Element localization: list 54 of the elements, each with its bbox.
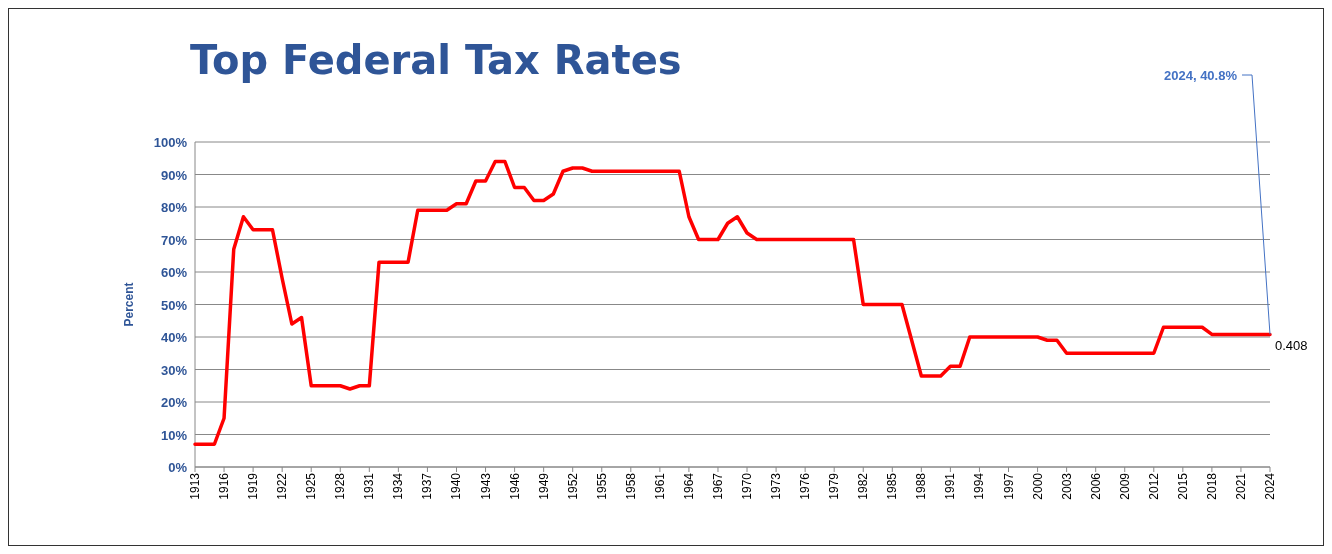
x-tick-label: 1919 (246, 472, 261, 500)
x-tick-label: 1964 (681, 472, 696, 500)
x-tick-label: 1952 (565, 472, 580, 500)
y-tick-label: 40% (160, 330, 188, 345)
x-tick-label: 1967 (710, 472, 725, 500)
x-tick-label: 1913 (188, 472, 202, 500)
x-tick-label: 1970 (740, 472, 755, 500)
x-tick-label: 1931 (362, 472, 377, 500)
y-tick-label: 20% (160, 395, 188, 410)
x-tick-label: 1955 (594, 472, 609, 500)
annotation: 2024, 40.8% (1163, 68, 1238, 83)
x-tick-label: 1940 (449, 472, 464, 500)
x-tick-label: 1934 (391, 472, 406, 500)
y-tick-label: 50% (160, 297, 188, 313)
y-tick-label: 10% (160, 427, 188, 443)
x-tick-label: 1985 (885, 472, 900, 500)
x-tick-label: 1976 (798, 472, 813, 500)
x-tick-label: 1928 (333, 472, 348, 500)
x-tick-label: 1943 (478, 472, 493, 500)
y-tick-label: 0% (168, 460, 188, 475)
x-tick-label: 1916 (217, 472, 232, 500)
x-tick-label: 1973 (769, 472, 784, 500)
y-tick-label: 70% (160, 232, 188, 248)
y-tick-label: 90% (160, 167, 188, 183)
x-tick-label: 1961 (652, 472, 667, 500)
y-axis-title: Percent (122, 282, 136, 327)
x-tick-label: 1979 (827, 472, 842, 500)
x-tick-label: 2021 (1233, 472, 1248, 500)
chart-title: Top Federal Tax Rates (190, 37, 682, 83)
x-tick-label: 1982 (856, 472, 871, 500)
x-tick-label: 1988 (914, 472, 929, 500)
x-tick-label: 1922 (275, 472, 290, 500)
x-tick-label: 1994 (972, 472, 987, 500)
x-tick-label: 1946 (507, 472, 522, 500)
x-tick-label: 2024 (1263, 472, 1277, 500)
x-tick-label: 2015 (1175, 472, 1190, 500)
x-tick-label: 1949 (536, 472, 551, 500)
x-tick-label: 1997 (1001, 472, 1016, 500)
y-tick-label: 30% (160, 362, 188, 378)
line-series (193, 159, 1272, 446)
x-tick-label: 2006 (1088, 472, 1103, 500)
y-tick-label: 60% (160, 265, 188, 280)
x-tick-label: 2000 (1030, 472, 1045, 500)
y-tick-label: 100% (153, 135, 188, 150)
x-tick-label: 1958 (623, 472, 638, 500)
x-tick-label: 1991 (943, 472, 958, 500)
x-tick-label: 2012 (1146, 472, 1161, 500)
x-tick-label: 2018 (1204, 472, 1219, 500)
x-tick-label: 1937 (420, 472, 435, 500)
x-tick-label: 2009 (1117, 472, 1132, 500)
x-tick-label: 1925 (304, 472, 319, 500)
data-label: 0.408 (1275, 338, 1308, 354)
x-tick-label: 2003 (1059, 472, 1074, 500)
y-tick-label: 80% (160, 200, 188, 215)
